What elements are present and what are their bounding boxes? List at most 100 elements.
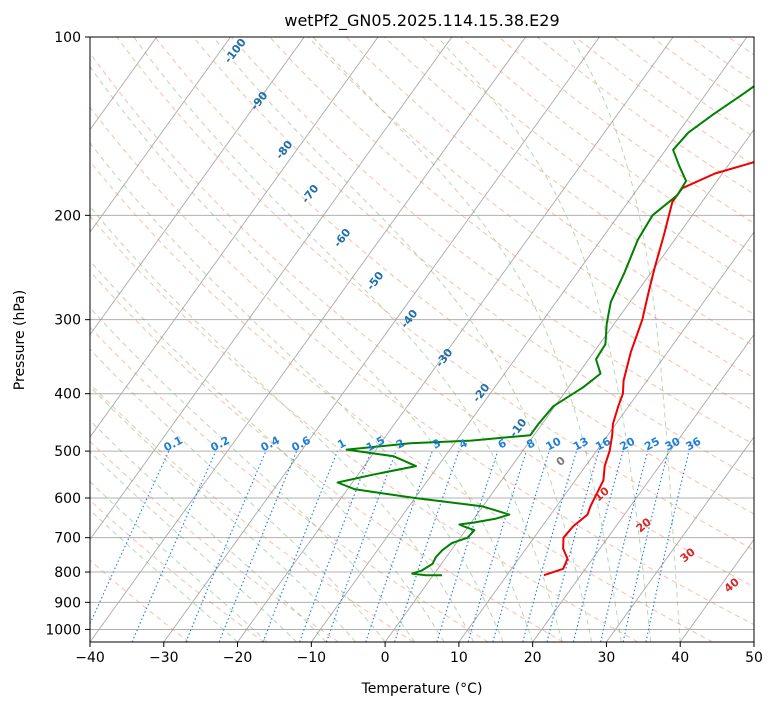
- mixing-ratio-line: [436, 450, 499, 642]
- x-axis-label: Temperature (°C): [361, 681, 483, 697]
- isotherm-line: [753, 641, 754, 642]
- mixing-ratio-line: [522, 450, 578, 642]
- plot-frame: [89, 36, 755, 643]
- dry-adiabat-line: [90, 440, 339, 642]
- x-tick-label: 50: [745, 650, 763, 666]
- mixing-ratio-line: [299, 450, 372, 642]
- y-tick-label: 200: [54, 208, 81, 224]
- mixing-ratio-line: [600, 450, 649, 642]
- isotherm-line: [90, 37, 305, 336]
- moist-adiabat-line: [90, 385, 356, 642]
- y-tick-label: 700: [54, 531, 81, 547]
- mixing-ratio-line: [90, 450, 170, 625]
- mixing-ratio-line: [645, 450, 690, 642]
- isotherm-line: [237, 37, 674, 642]
- dry-adiabat-line: [90, 215, 639, 642]
- dry-adiabat-line: [90, 160, 713, 642]
- mixing-ratio-label: 25: [642, 435, 662, 454]
- mixing-ratio-line: [546, 450, 600, 642]
- mixing-ratio-label: 30: [663, 435, 683, 454]
- dewpoint-profile-line: [336, 85, 754, 577]
- dry-adiabat-label: -50: [364, 269, 387, 293]
- dry-adiabat-line: [90, 326, 489, 642]
- dry-adiabat-line: [460, 37, 754, 254]
- y-tick-label: 400: [54, 387, 81, 403]
- mixing-ratio-label: 4: [457, 436, 470, 451]
- moist-adiabat-line: [90, 307, 416, 642]
- dry-adiabat-line: [383, 37, 754, 315]
- moist-adiabat-label: 0: [554, 454, 568, 469]
- dry-adiabat-label: -80: [273, 138, 296, 162]
- isotherm-line: [310, 37, 748, 642]
- moist-adiabat-line: [312, 37, 622, 642]
- isotherm-line: [163, 37, 600, 642]
- mixing-ratio-line: [622, 450, 669, 642]
- mixing-ratio-line: [467, 450, 527, 642]
- dry-adiabat-line: [307, 37, 754, 379]
- moist-adiabat-line: [90, 348, 386, 642]
- x-tick-label: −40: [75, 650, 105, 666]
- x-tick-label: 20: [524, 650, 542, 666]
- y-tick-label: 600: [54, 491, 81, 507]
- y-tick-label: 1000: [45, 622, 81, 638]
- dry-adiabat-line: [498, 37, 754, 224]
- dry-adiabat-label: -70: [299, 182, 322, 206]
- dry-adiabat-line: [192, 37, 754, 480]
- dry-adiabat-line: [345, 37, 754, 347]
- dry-adiabat-line: [154, 37, 754, 515]
- isotherm-line: [90, 37, 231, 233]
- isotherm-line: [90, 37, 526, 642]
- chart-title: wetPf2_GN05.2025.114.15.38.E29: [284, 11, 559, 31]
- isotherm-line: [532, 333, 754, 642]
- x-tick-label: 40: [671, 650, 689, 666]
- x-tick-label: −20: [223, 650, 253, 666]
- dry-adiabat-line: [90, 383, 414, 642]
- dry-adiabat-line: [269, 37, 754, 412]
- x-tick-label: −10: [297, 650, 327, 666]
- y-axis-label: Pressure (hPa): [12, 290, 28, 390]
- y-tick-label: 300: [54, 313, 81, 329]
- dry-adiabat-label: -60: [331, 226, 354, 250]
- isotherm-line: [0, 37, 9, 642]
- dry-adiabat-line: [689, 37, 754, 83]
- moist-adiabat-line: [133, 37, 563, 642]
- mixing-ratio-label: 16: [593, 435, 613, 454]
- x-tick-label: 30: [598, 650, 616, 666]
- dry-adiabat-label: -100: [222, 36, 249, 66]
- moist-adiabat-line: [90, 509, 238, 642]
- dry-adiabat-line: [90, 52, 754, 588]
- dry-adiabat-line: [90, 270, 564, 642]
- moist-adiabat-line: [212, 37, 593, 642]
- mixing-ratio-label: 13: [571, 435, 591, 454]
- moist-adiabat-line: [90, 205, 475, 642]
- mixing-ratio-line: [325, 450, 397, 642]
- dry-adiabat-label: -90: [248, 89, 271, 113]
- mixing-ratio-line: [394, 450, 460, 642]
- dry-adiabat-line: [651, 37, 754, 110]
- x-tick-label: 10: [450, 650, 468, 666]
- dry-adiabat-label: -20: [470, 381, 493, 405]
- y-tick-label: 800: [54, 565, 81, 581]
- moist-adiabat-label: 30: [678, 545, 698, 565]
- moist-adiabat-line: [90, 480, 268, 642]
- moist-adiabat-line: [570, 37, 681, 642]
- temperature-profile-line: [543, 160, 754, 577]
- mixing-ratio-label: 3: [430, 436, 443, 451]
- moist-adiabat-line: [437, 37, 652, 642]
- dry-adiabat-label: -40: [398, 307, 421, 331]
- moist-adiabat-label: 40: [722, 575, 742, 595]
- y-tick-label: 900: [54, 595, 81, 611]
- dry-adiabat-line: [90, 499, 265, 642]
- mixing-ratio-line: [262, 450, 338, 642]
- mixing-ratio-label: 36: [684, 435, 704, 454]
- mixing-ratio-line: [365, 450, 433, 642]
- mixing-ratio-line: [572, 450, 624, 642]
- dry-adiabat-line: [727, 37, 754, 56]
- isotherm-line: [384, 128, 754, 642]
- x-tick-label: 0: [381, 650, 390, 666]
- isotherm-line: [90, 37, 379, 438]
- isotherm-line: [606, 436, 754, 642]
- mixing-ratio-label: 6: [496, 436, 509, 451]
- mixing-ratio-label: 20: [618, 435, 638, 454]
